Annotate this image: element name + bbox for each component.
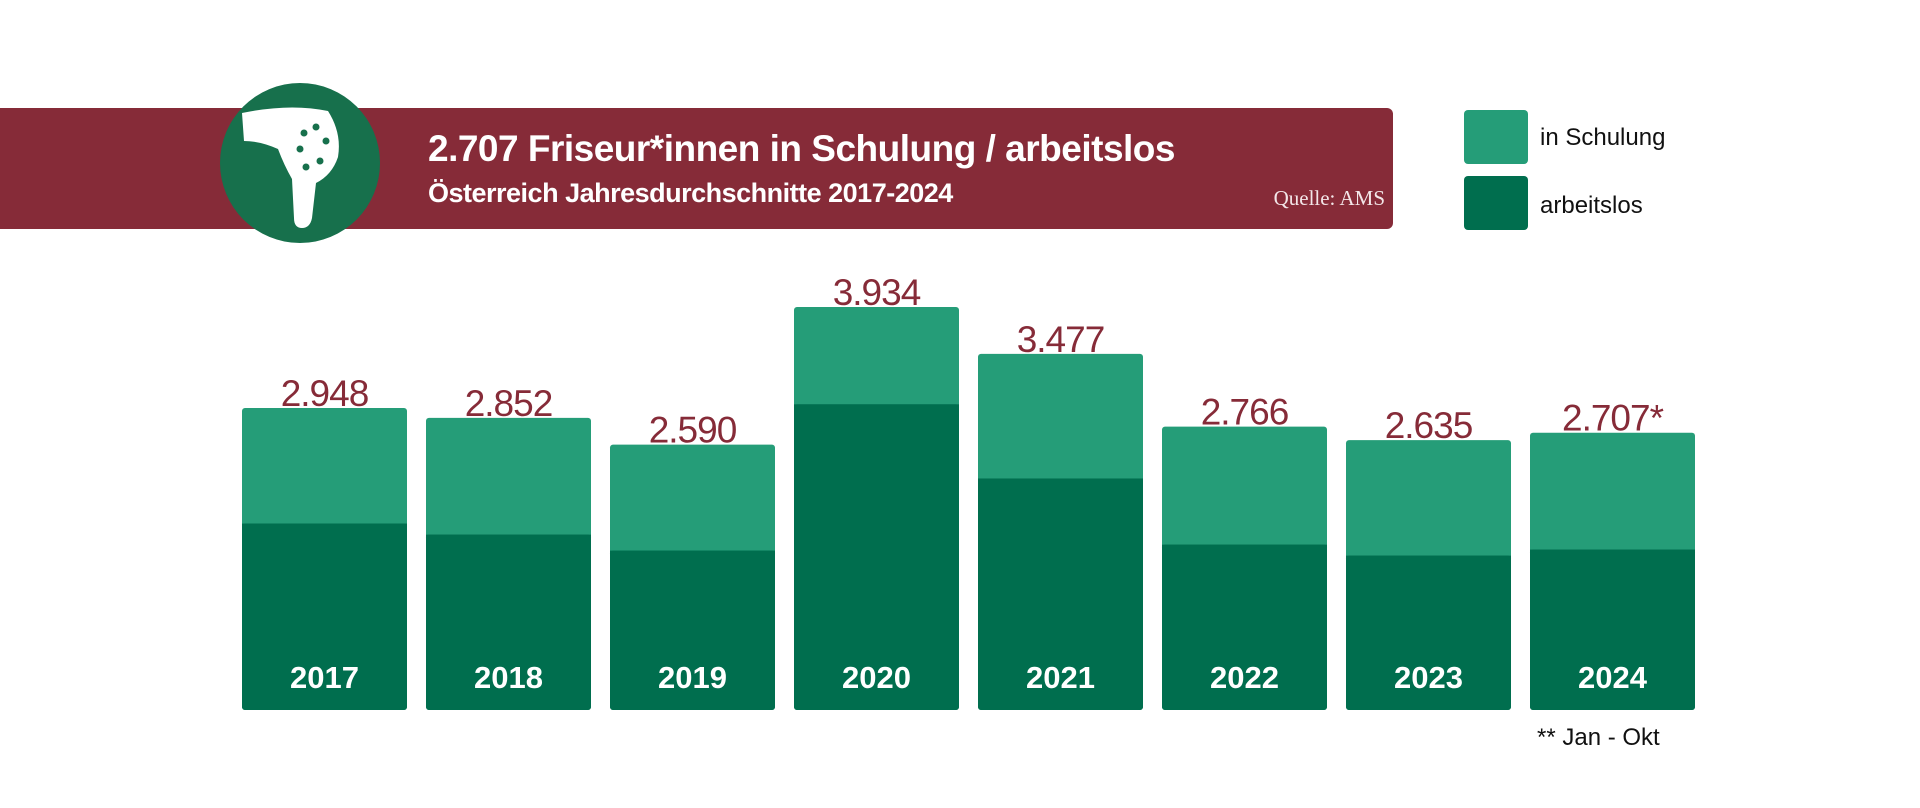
bar-value-label: 2.766 <box>1201 392 1289 433</box>
x-tick-label: 2017 <box>290 660 359 695</box>
bar-value-label: 2.635 <box>1385 405 1473 446</box>
x-tick-label: 2018 <box>474 660 543 695</box>
bar-value-label: 2.852 <box>465 383 553 424</box>
bar-segment-arbeitslos <box>794 404 959 710</box>
legend-label-in-schulung: in Schulung <box>1540 124 1666 151</box>
bar-segment-arbeitslos <box>242 523 407 710</box>
bar-segment-arbeitslos-top <box>610 550 775 557</box>
chart-title: 2.707 Friseur*innen in Schulung / arbeit… <box>428 128 1175 169</box>
bar-segment-arbeitslos-top <box>1346 555 1511 562</box>
footnote: ** Jan - Okt <box>1537 724 1660 751</box>
chart-subtitle: Österreich Jahresdurchschnitte 2017-2024 <box>428 178 953 208</box>
bar-value-label: 2.590 <box>649 410 737 451</box>
x-tick-label: 2024 <box>1578 660 1648 695</box>
source-label: Quelle: AMS <box>1273 186 1385 210</box>
bar-segment-arbeitslos-top <box>978 478 1143 485</box>
bar-segment-arbeitslos <box>978 478 1143 710</box>
x-tick-label: 2019 <box>658 660 727 695</box>
legend-swatch-arbeitslos <box>1464 176 1528 230</box>
bar-value-label: 2.707* <box>1562 398 1664 439</box>
x-tick-label: 2020 <box>842 660 911 695</box>
legend-label-arbeitslos: arbeitslos <box>1540 192 1643 219</box>
legend-swatch-in-schulung <box>1464 110 1528 164</box>
bar-segment-arbeitslos-top <box>794 404 959 411</box>
x-tick-label: 2021 <box>1026 660 1095 695</box>
bar-segment-arbeitslos <box>1346 555 1511 710</box>
bar-segment-arbeitslos <box>426 534 591 710</box>
bar-segment-arbeitslos-top <box>426 534 591 541</box>
bar-value-label: 3.477 <box>1017 319 1105 360</box>
bar-segment-arbeitslos-top <box>1530 549 1695 556</box>
bar-value-label: 3.934 <box>833 272 921 313</box>
bar-segment-arbeitslos-top <box>242 523 407 530</box>
bar-segment-arbeitslos <box>610 550 775 710</box>
bar-segment-arbeitslos-top <box>1162 544 1327 551</box>
x-tick-label: 2023 <box>1394 660 1463 695</box>
x-tick-label: 2022 <box>1210 660 1279 695</box>
bar-segment-arbeitslos <box>1530 549 1695 710</box>
bar-segment-arbeitslos <box>1162 544 1327 710</box>
hair-dryer-icon <box>220 83 380 243</box>
bar-value-label: 2.948 <box>281 373 369 414</box>
